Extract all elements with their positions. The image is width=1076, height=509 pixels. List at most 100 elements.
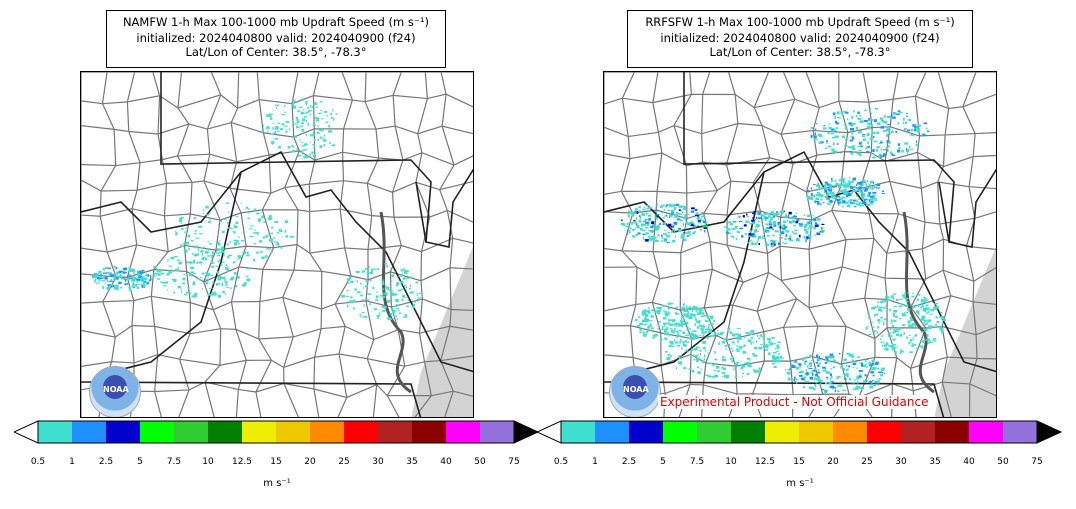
- updraft-pixel: [687, 311, 689, 315]
- updraft-pixel: [186, 261, 190, 264]
- updraft-pixel: [855, 115, 858, 118]
- updraft-pixel: [246, 206, 248, 210]
- updraft-pixel: [725, 226, 729, 228]
- updraft-pixel: [279, 128, 284, 131]
- updraft-pixel: [745, 220, 749, 223]
- updraft-pixel: [659, 322, 661, 324]
- updraft-pixel: [850, 124, 853, 127]
- updraft-pixel: [813, 195, 815, 198]
- updraft-pixel: [837, 185, 842, 187]
- updraft-pixel: [686, 235, 689, 237]
- updraft-pixel: [911, 345, 914, 348]
- updraft-pixel: [863, 380, 866, 383]
- updraft-pixel: [895, 130, 897, 133]
- updraft-pixel: [841, 202, 845, 204]
- updraft-pixel: [759, 334, 763, 337]
- updraft-pixel: [853, 199, 857, 202]
- right-map-panel[interactable]: NOAA Experimental Product - Not Official…: [603, 71, 997, 418]
- updraft-pixel: [876, 331, 878, 334]
- updraft-pixel: [418, 292, 423, 294]
- updraft-pixel: [678, 324, 682, 327]
- updraft-pixel: [705, 320, 709, 323]
- updraft-pixel: [665, 204, 669, 206]
- updraft-pixel: [621, 219, 623, 221]
- updraft-pixel: [813, 227, 815, 230]
- updraft-pixel: [826, 357, 829, 361]
- updraft-pixel: [745, 332, 750, 334]
- updraft-pixel: [734, 366, 737, 368]
- updraft-pixel: [664, 331, 667, 333]
- updraft-pixel: [314, 138, 316, 142]
- updraft-pixel: [234, 225, 238, 229]
- updraft-pixel: [677, 325, 679, 327]
- updraft-pixel: [941, 315, 945, 319]
- updraft-pixel: [685, 337, 687, 339]
- updraft-pixel: [256, 212, 260, 215]
- updraft-pixel: [104, 267, 109, 269]
- updraft-pixel: [873, 383, 877, 386]
- updraft-pixel: [902, 117, 905, 121]
- updraft-pixel: [808, 236, 812, 238]
- updraft-pixel: [883, 323, 885, 326]
- updraft-pixel: [207, 240, 209, 243]
- updraft-pixel: [300, 141, 303, 144]
- updraft-pixel: [285, 131, 288, 134]
- updraft-pixel: [886, 149, 889, 152]
- left-map-panel[interactable]: NOAA: [80, 71, 474, 418]
- updraft-pixel: [294, 123, 299, 125]
- updraft-pixel: [826, 376, 828, 379]
- updraft-pixel: [737, 333, 741, 337]
- updraft-pixel: [280, 246, 283, 249]
- updraft-pixel: [646, 314, 649, 317]
- updraft-pixel: [864, 188, 869, 191]
- updraft-pixel: [674, 328, 676, 330]
- updraft-pixel: [406, 296, 409, 298]
- updraft-pixel: [137, 271, 140, 273]
- updraft-pixel: [844, 378, 847, 380]
- updraft-pixel: [934, 340, 937, 342]
- updraft-pixel: [758, 367, 761, 371]
- updraft-pixel: [912, 124, 915, 127]
- updraft-pixel: [773, 343, 776, 345]
- updraft-pixel: [899, 333, 903, 337]
- updraft-pixel: [672, 224, 675, 227]
- updraft-pixel: [205, 281, 209, 285]
- updraft-pixel: [881, 320, 883, 322]
- updraft-pixel: [112, 275, 116, 277]
- updraft-pixel: [207, 221, 211, 223]
- updraft-pixel: [818, 133, 822, 137]
- updraft-pixel: [752, 342, 754, 344]
- updraft-pixel: [852, 362, 857, 366]
- updraft-pixel: [859, 145, 862, 148]
- updraft-pixel: [96, 276, 101, 279]
- updraft-pixel: [211, 291, 215, 294]
- updraft-pixel: [887, 145, 890, 148]
- updraft-pixel: [648, 235, 651, 238]
- updraft-pixel: [805, 240, 807, 243]
- updraft-pixel: [858, 187, 860, 190]
- updraft-pixel: [777, 218, 779, 220]
- updraft-pixel: [878, 155, 881, 158]
- updraft-pixel: [273, 241, 277, 243]
- updraft-pixel: [281, 113, 285, 116]
- updraft-pixel: [647, 214, 652, 217]
- updraft-pixel: [778, 224, 780, 228]
- updraft-pixel: [307, 122, 310, 126]
- updraft-pixel: [667, 231, 671, 233]
- updraft-pixel: [703, 357, 705, 361]
- updraft-pixel: [163, 285, 167, 287]
- updraft-pixel: [234, 273, 237, 275]
- updraft-pixel: [691, 309, 693, 313]
- updraft-pixel: [384, 263, 387, 265]
- updraft-pixel: [881, 299, 884, 303]
- updraft-pixel: [842, 180, 845, 184]
- updraft-pixel: [882, 153, 887, 156]
- updraft-pixel: [734, 376, 738, 378]
- updraft-pixel: [682, 207, 686, 210]
- updraft-pixel: [263, 124, 265, 127]
- colorbar-tick-label: 7.5: [689, 457, 705, 467]
- updraft-pixel: [261, 256, 265, 260]
- updraft-pixel: [872, 191, 877, 194]
- updraft-pixel: [925, 127, 928, 130]
- updraft-pixel: [692, 335, 695, 338]
